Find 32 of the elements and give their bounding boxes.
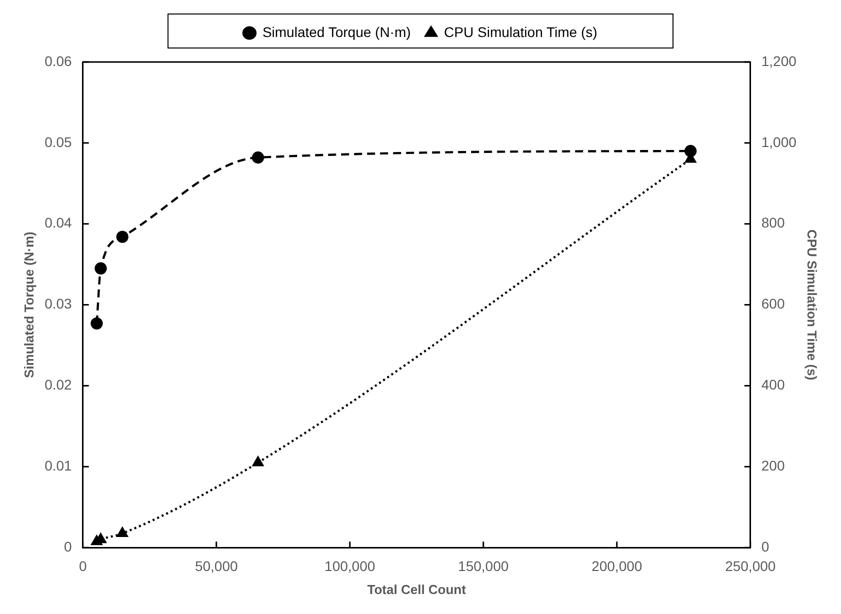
y-tick-label: 0.05: [44, 134, 72, 150]
point: [116, 230, 128, 243]
point: [252, 151, 264, 164]
y2-axis-title: CPU Simulation Time (s): [804, 229, 820, 380]
x-tick-label: 0: [78, 558, 87, 574]
x-tick-label: 150,000: [458, 558, 509, 574]
legend-label: Simulated Torque (N·m): [262, 24, 411, 40]
y-tick-label: 0.04: [44, 214, 72, 231]
y2-tick-label: 600: [761, 296, 785, 312]
y-tick-label: 0.02: [44, 376, 72, 393]
y-tick-label: 0: [64, 538, 72, 554]
y2-tick-label: 200: [761, 458, 785, 474]
x-tick-label: 50,000: [194, 558, 238, 574]
y2-tick-label: 1,000: [761, 134, 797, 150]
point: [90, 317, 103, 330]
y-axis-title: Simulated Torque (N·m): [21, 232, 36, 378]
x-tick-label: 200,000: [592, 558, 642, 574]
y2-tick-label: 800: [761, 214, 785, 231]
y2-tick-label: 0: [761, 538, 770, 554]
y-tick-label: 0.03: [44, 296, 72, 312]
point: [252, 456, 264, 466]
point: [684, 144, 697, 158]
y2-tick-label: 400: [761, 376, 785, 393]
x-tick-label: 250,000: [725, 558, 776, 574]
x-tick-label: 100,000: [324, 558, 376, 574]
legend-label: CPU Simulation Time (s): [444, 24, 598, 40]
y2-tick-label: 1,200: [761, 52, 797, 69]
point: [94, 262, 107, 274]
x-axis-title: Total Cell Count: [367, 582, 467, 597]
y-tick-label: 0.06: [44, 52, 72, 69]
y-tick-label: 0.01: [44, 458, 72, 474]
point: [116, 527, 128, 538]
